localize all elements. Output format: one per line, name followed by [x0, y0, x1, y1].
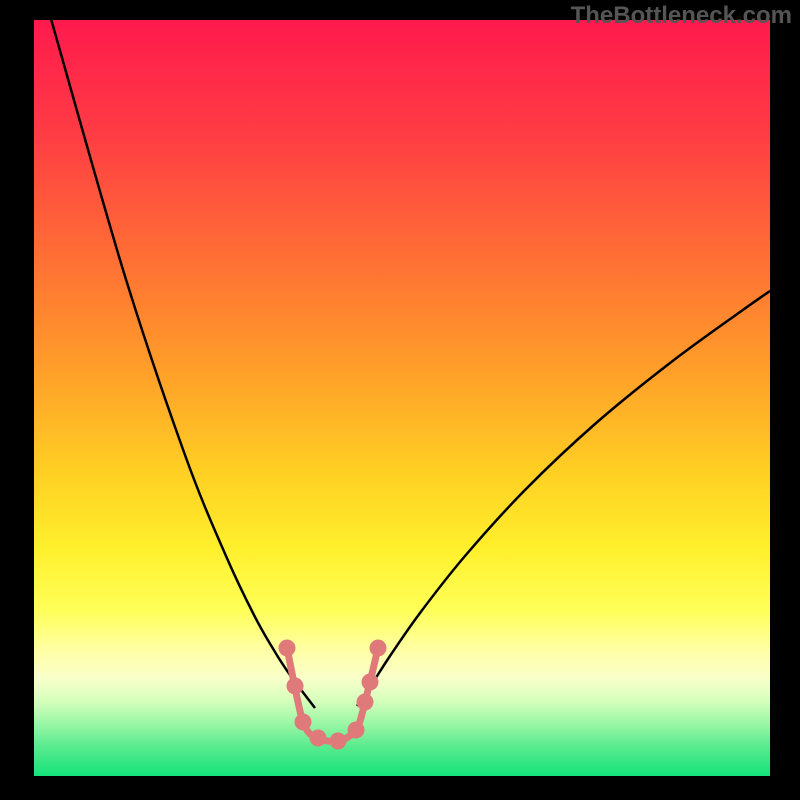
marker-bead — [279, 640, 296, 657]
marker-bead — [362, 674, 379, 691]
marker-bead — [370, 640, 387, 657]
marker-bead — [310, 730, 327, 747]
bottleneck-chart — [0, 0, 800, 800]
gradient-background — [34, 20, 770, 776]
marker-bead — [357, 694, 374, 711]
marker-bead — [287, 678, 304, 695]
watermark-text: TheBottleneck.com — [571, 2, 792, 30]
marker-bead — [348, 722, 365, 739]
marker-bead — [330, 733, 347, 750]
marker-bead — [295, 714, 312, 731]
chart-stage: TheBottleneck.com — [0, 0, 800, 800]
